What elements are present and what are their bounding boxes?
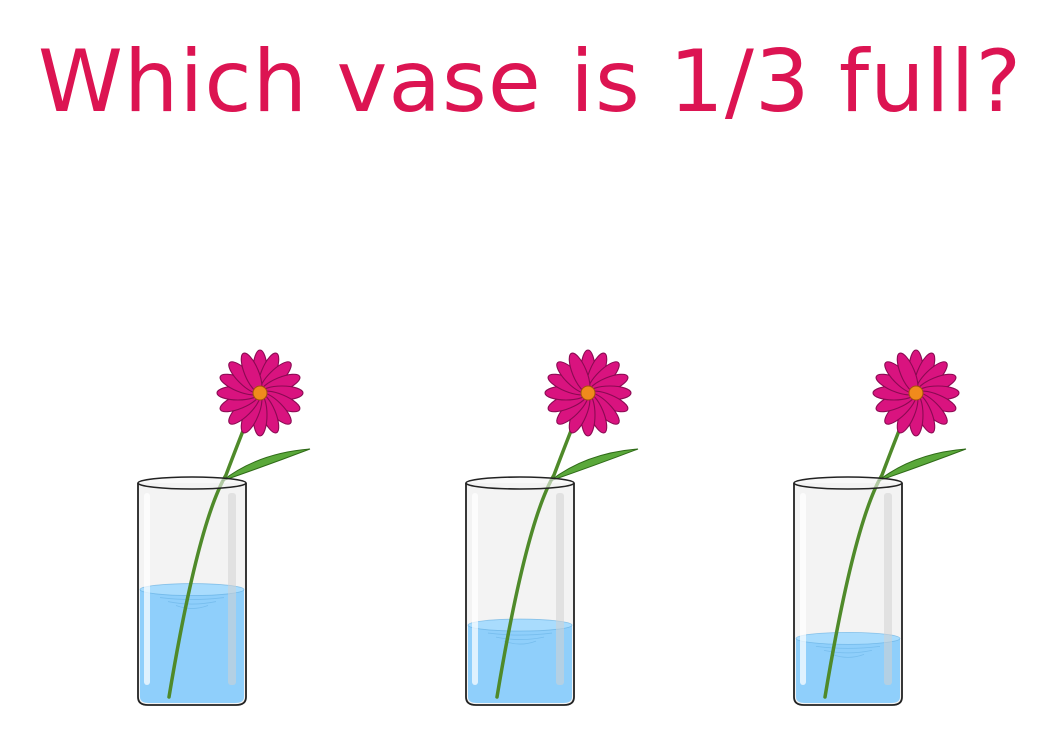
vase-water-ripple (175, 605, 209, 609)
flower-center (252, 385, 268, 401)
flower-center (580, 385, 596, 401)
flower-leaf (549, 448, 639, 482)
question-title: Which vase is 1/3 full? (37, 32, 1023, 132)
vase-water-ripple (487, 632, 553, 636)
vase-shade (884, 493, 892, 685)
vase-rim (137, 476, 247, 490)
vase-highlight (472, 493, 478, 685)
vase-shade (228, 493, 236, 685)
vase-glass-outline (137, 483, 247, 706)
vase-water-ripple (815, 646, 881, 649)
vase-3[interactable] (793, 349, 967, 706)
flower-head (544, 349, 632, 437)
vase-glass-outline (465, 483, 575, 706)
vase-water-ripple (823, 650, 873, 654)
vase-water (468, 625, 572, 703)
vase-water (796, 638, 900, 703)
vase-water (140, 589, 244, 703)
vase-highlight (800, 493, 806, 685)
vase-water-ripple (831, 654, 865, 658)
vase-water-ripple (159, 597, 225, 600)
vase-glass-outline (793, 483, 903, 706)
flower-head (872, 349, 960, 437)
vase-1[interactable] (137, 349, 311, 706)
vase-water-ripple (167, 601, 217, 605)
vase-2[interactable] (465, 349, 639, 706)
vase-water-surface (795, 632, 901, 645)
flower-leaf (221, 448, 311, 482)
vase-rim (793, 476, 903, 490)
vase-highlight (144, 493, 150, 685)
flower-center (908, 385, 924, 401)
vase-water-surface (467, 618, 573, 632)
flower-leaf (877, 448, 967, 482)
vase-water-ripple (495, 636, 545, 640)
vase-shade (556, 493, 564, 685)
flower-head (216, 349, 304, 437)
vase-rim (465, 476, 575, 490)
